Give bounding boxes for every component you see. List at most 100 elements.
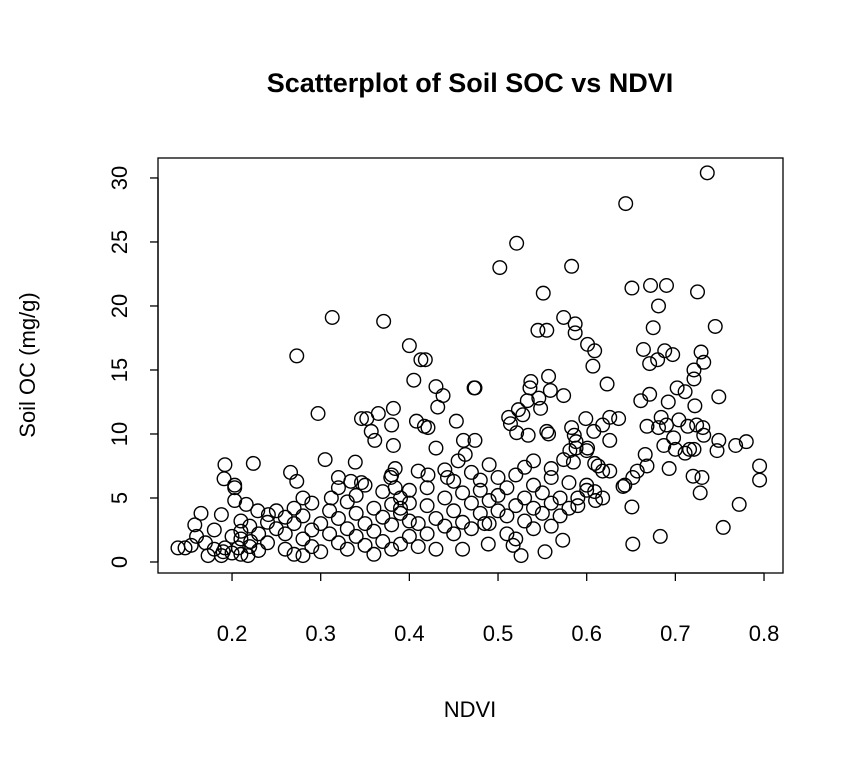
data-point (578, 411, 594, 427)
x-tick-label: 0.5 (483, 621, 514, 646)
data-point (375, 534, 391, 550)
data-point (330, 480, 346, 496)
data-point (410, 463, 426, 479)
data-point (233, 531, 249, 547)
data-point (206, 522, 222, 538)
y-tick-label: 5 (107, 492, 132, 504)
data-point (580, 440, 596, 456)
data-point (525, 477, 541, 493)
data-point (696, 427, 712, 443)
data-point (286, 500, 302, 516)
data-point (633, 393, 649, 409)
data-point (689, 417, 705, 433)
data-point (671, 412, 687, 428)
data-point (686, 441, 702, 457)
data-point (385, 400, 401, 416)
data-point (517, 513, 533, 529)
data-point (260, 507, 276, 523)
data-point (658, 417, 674, 433)
data-point (375, 509, 391, 525)
data-point (564, 420, 580, 436)
data-point (420, 467, 436, 483)
data-point (330, 535, 346, 551)
data-point (233, 513, 249, 529)
data-point (508, 467, 524, 483)
data-point (357, 537, 373, 553)
data-point (353, 475, 369, 491)
data-point (585, 358, 601, 374)
data-point (339, 521, 355, 537)
data-point (417, 352, 433, 368)
data-point (401, 495, 417, 511)
data-point (586, 423, 602, 439)
data-point (542, 382, 558, 398)
data-point (183, 537, 199, 553)
data-point (286, 546, 302, 562)
data-point (206, 541, 222, 557)
data-point (602, 409, 618, 425)
y-tick-label: 10 (107, 422, 132, 446)
data-point (348, 505, 364, 521)
data-point (587, 455, 603, 471)
data-point (599, 376, 615, 392)
data-point (413, 352, 429, 368)
data-point (568, 440, 584, 456)
data-point (392, 500, 408, 516)
data-point (446, 526, 462, 542)
data-point (523, 374, 539, 390)
data-point (517, 459, 533, 475)
data-point (357, 477, 373, 493)
data-point (277, 541, 293, 557)
data-point (227, 480, 243, 496)
data-point (595, 463, 611, 479)
data-point (419, 498, 435, 514)
data-point (618, 196, 634, 212)
data-point (567, 316, 583, 332)
data-point (657, 343, 673, 359)
data-point (322, 526, 338, 542)
data-point (446, 503, 462, 519)
data-point (313, 544, 329, 560)
data-point (639, 418, 655, 434)
data-point (515, 407, 531, 423)
data-point (224, 528, 240, 544)
data-point (197, 535, 213, 551)
data-point (215, 544, 231, 560)
data-point (625, 536, 641, 552)
data-point (499, 526, 515, 542)
data-point (213, 507, 229, 523)
data-point (353, 411, 369, 427)
data-point (570, 498, 586, 514)
data-point (428, 379, 444, 395)
data-point (367, 432, 383, 448)
data-point (665, 347, 681, 363)
data-point (339, 494, 355, 510)
data-point (317, 452, 333, 468)
data-point (446, 473, 462, 489)
data-point (652, 528, 668, 544)
data-point (347, 454, 363, 470)
data-point (304, 539, 320, 555)
data-point (286, 516, 302, 532)
data-point (289, 348, 305, 364)
data-point (322, 503, 338, 519)
data-point (686, 362, 702, 378)
data-point (537, 544, 553, 560)
data-point (752, 458, 768, 474)
data-point (410, 539, 426, 555)
data-point (513, 548, 529, 564)
data-point (564, 258, 580, 274)
data-point (437, 490, 453, 506)
data-point (477, 516, 493, 532)
data-point (384, 417, 400, 433)
data-point (419, 480, 435, 496)
data-point (401, 482, 417, 498)
data-point (666, 430, 682, 446)
data-point (588, 493, 604, 509)
chart-title: Scatterplot of Soil SOC vs NDVI (267, 68, 674, 98)
data-point (617, 477, 633, 493)
data-point (224, 545, 240, 561)
data-point (304, 495, 320, 511)
data-point (624, 499, 640, 515)
